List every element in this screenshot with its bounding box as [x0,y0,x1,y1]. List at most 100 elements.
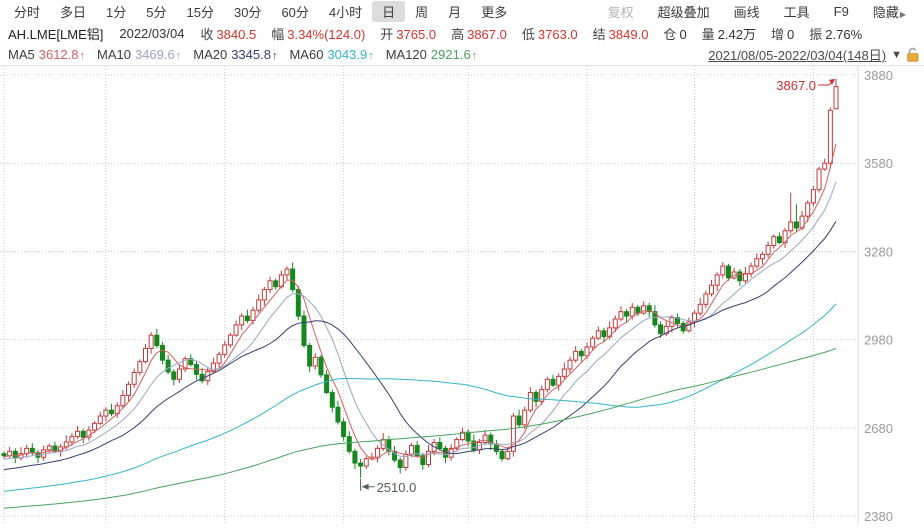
ma-item-MA60: MA60 3043.9↑ [289,47,373,62]
period-tab-月[interactable]: 月 [448,4,462,20]
quote-field-label: 结 [592,26,606,42]
quote-field-value: 2.42万 [717,26,756,42]
menu-item-超级叠加[interactable]: 超级叠加 [657,4,710,20]
quote-field-value: 3763.0 [537,26,578,42]
ma-label: MA120 [385,47,427,62]
date-range-link[interactable]: 2021/08/05-2022/03/04(148日) [708,48,887,63]
ma5-line [3,143,837,460]
ma-value: 3345.8 [231,47,271,62]
quote-field-label: 量 [701,26,715,42]
ma-label: MA10 [97,47,131,62]
up-arrow-icon: ↑ [175,50,182,62]
ma-item-MA5: MA5 3612.8↑ [8,47,85,62]
quote-field-value: 2.76% [825,26,863,42]
ma-item-MA120: MA120 2921.6↑ [386,47,477,62]
ma-label: MA20 [193,47,228,62]
date-range-controls: 2021/08/05-2022/03/04(148日) ▼ [708,45,920,64]
menu-item-F9[interactable]: F9 [833,3,849,19]
quote-field-value: 0 [787,26,795,42]
quote-field-量: 量 2.42万 [702,24,756,43]
y-axis-label: 3880 [864,68,893,83]
quote-field-label: 低 [521,26,535,42]
ma-item-MA20: MA20 3345.8↑ [193,47,277,62]
ma10-line [3,181,837,460]
svg-text:2510.0: 2510.0 [377,480,417,495]
period-tabs-group: 分时 多日 1分 5分 15分 30分 60分 4小时日周 月 更多 [4,0,517,22]
quote-field-value: 3840.5 [216,26,257,42]
period-tab-分时[interactable]: 分时 [14,4,41,20]
menu-item-复权[interactable]: 复权 [607,4,634,20]
ma60-line [3,303,837,492]
quote-field-label: 振 [809,26,823,42]
period-tab-60分[interactable]: 60分 [281,4,309,20]
quote-field-label: 开 [380,26,394,42]
svg-text:3867.0: 3867.0 [776,78,816,93]
quote-field-value: 3867.0 [467,26,507,42]
period-tab-更多[interactable]: 更多 [481,4,508,20]
y-axis-label: 2980 [864,333,893,348]
chart-area: 3880 3580 3280 2980 2680 2380 3867.0 2510.0 [0,66,924,525]
up-arrow-icon: ↑ [271,50,278,62]
period-tab-1分[interactable]: 1分 [106,4,127,20]
ma-value: 3043.9 [327,47,368,62]
low-annotation: 2510.0 [360,478,417,495]
quote-info-bar: AH.LME[LME铝] 2022/03/04 收 3840.5 幅 3.34%(12… [0,22,924,44]
high-annotation: 3867.0 [776,78,836,93]
quote-field-value: 0 [679,26,687,42]
period-toolbar: 分时 多日 1分 5分 15分 30分 60分 4小时日周 月 更多 复权 超级叠加 画线 工具 F9 隐藏… [0,0,924,22]
up-arrow-icon: ↑ [79,50,86,62]
period-tab-多日[interactable]: 多日 [60,4,87,20]
quote-field-value: 3849.0 [608,26,649,42]
quote-field-振: 振 2.76% [809,24,862,43]
quote-field-label: 收 [200,26,214,42]
ma-label: MA5 [8,47,35,62]
ma20-line [3,221,837,471]
ma-indicator-bar: MA5 3612.8↑ MA10 3469.6↑ MA20 3345.8↑ MA60 3043… [0,44,924,66]
period-tab-30分[interactable]: 30分 [233,4,262,20]
y-axis-label: 3580 [864,156,893,171]
ma-value: 3612.8 [38,47,79,62]
quote-date: 2022/03/04 [119,25,185,41]
quote-field-高: 高 3867.0 [451,24,507,43]
symbol-label: AH.LME[LME铝] [8,26,104,42]
y-axis-label: 2680 [864,421,893,436]
quote-field-开: 开 3765.0 [380,24,436,43]
menu-item-工具[interactable]: 工具 [783,4,810,20]
quote-field-收: 收 3840.5 [200,24,256,43]
lock-icon[interactable] [906,47,920,62]
quote-field-label: 幅 [271,26,285,42]
y-axis-label: 2380 [864,509,893,524]
ma-value: 2921.6 [430,47,471,62]
period-tab-周[interactable]: 周 [415,4,429,20]
ma-lines [3,143,837,509]
grid-lines [0,66,858,525]
chevron-right-icon: ▶ [899,9,906,19]
quote-fields: 收 3840.5 幅 3.34%(124.0) 开 3765.0 高 3867.0 低 3763.… [200,24,877,43]
up-arrow-icon: ↑ [471,50,478,62]
ma-value: 3469.6 [134,47,175,62]
ma120-line [3,347,837,509]
period-tab-5分[interactable]: 5分 [146,4,167,20]
candlestick-series [1,78,839,478]
period-tab-15分[interactable]: 15分 [186,4,214,20]
menu-item-画线[interactable]: 画线 [733,4,760,20]
price-chart[interactable]: 3880 3580 3280 2980 2680 2380 3867.0 2510.0 [0,66,924,525]
quote-field-label: 高 [451,26,465,42]
period-tab-4小时[interactable]: 4小时 [328,4,363,20]
up-arrow-icon: ↑ [368,50,374,62]
period-tab-日[interactable]: 日 [372,0,406,22]
quote-field-低: 低 3763.0 [522,24,578,43]
quote-field-value: 3.34%(124.0) [287,26,366,42]
ma-values-group: MA5 3612.8↑ MA10 3469.6↑ MA20 3345.8↑ MA60 3043… [8,47,489,62]
quote-field-label: 增 [771,26,785,42]
tools-menu-group: 复权 超级叠加 画线 工具 F9 隐藏▶ [596,1,918,22]
chevron-down-icon[interactable]: ▼ [891,48,902,61]
ma-item-MA10: MA10 3469.6↑ [97,47,181,62]
y-axis-label: 3280 [864,244,893,259]
quote-field-value: 3765.0 [396,26,437,42]
menu-item-隐藏[interactable]: 隐藏▶ [872,4,906,20]
ma-label: MA60 [289,47,324,62]
